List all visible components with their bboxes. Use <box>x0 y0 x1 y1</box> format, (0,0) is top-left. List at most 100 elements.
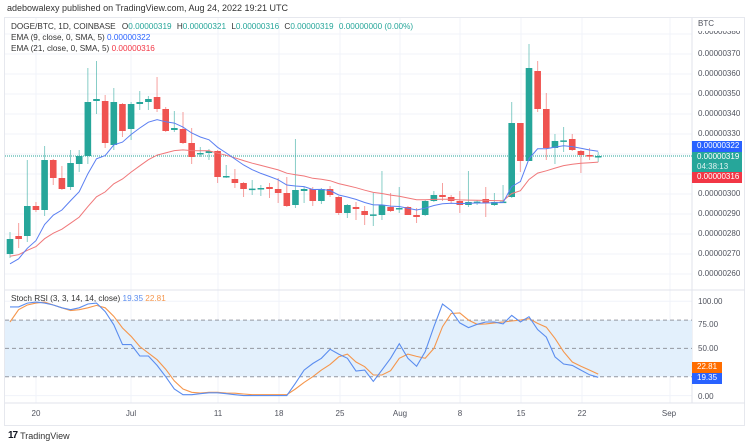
candle <box>75 150 83 172</box>
candle-body <box>378 205 386 215</box>
candle-body <box>67 163 74 187</box>
candle <box>84 68 92 164</box>
price-tick: 0.00000360 <box>698 69 741 78</box>
candle <box>378 171 386 220</box>
candle-body <box>344 205 351 213</box>
candle <box>560 127 567 152</box>
candle <box>49 159 57 185</box>
open-label: O <box>121 22 129 31</box>
close-label: C <box>284 22 291 31</box>
candle-body <box>127 104 135 129</box>
candle <box>153 77 161 112</box>
candle <box>326 186 334 197</box>
candle <box>162 107 169 132</box>
candle <box>395 187 403 213</box>
candle-body <box>387 207 394 211</box>
date-label: 8 <box>457 409 463 418</box>
candle-body <box>75 156 83 164</box>
low-label: L <box>231 22 236 31</box>
grid <box>5 18 693 403</box>
candle-body <box>534 71 541 109</box>
candle-body <box>577 151 585 155</box>
bar-countdown: 04:38:13 <box>697 162 729 171</box>
stoch-label: Stoch RSI (3, 3, 14, 14, close) <box>11 294 121 303</box>
price-tick: 0.00000340 <box>698 109 741 118</box>
candle <box>231 169 239 188</box>
stoch-tick: 100.00 <box>698 297 723 306</box>
brand-name: TradingView <box>20 430 70 441</box>
candle-body <box>24 206 31 236</box>
candle-body <box>171 128 178 130</box>
stoch-k-line <box>10 301 599 397</box>
footer-brand[interactable]: 17 TradingView <box>8 430 70 441</box>
candle-body <box>551 141 559 148</box>
candle <box>24 160 31 242</box>
candle-body <box>6 239 14 254</box>
candle <box>32 202 40 212</box>
candle-body <box>93 99 100 101</box>
candle-body <box>326 189 334 195</box>
candle-body <box>41 160 48 210</box>
candle-body <box>214 151 221 177</box>
candle <box>534 61 541 112</box>
candle-body <box>136 102 144 104</box>
stoch-d-axis-label: 22.81 <box>692 362 722 373</box>
price-tick: 0.00000350 <box>698 89 741 98</box>
stoch-d-line <box>9 301 599 396</box>
candle <box>517 123 524 172</box>
ema9-legend[interactable]: EMA (9, close, 0, SMA, 5) 0.00000322 <box>11 33 150 42</box>
ema9-label: EMA (9, close, 0, SMA, 5) <box>11 33 105 42</box>
ema21-line <box>9 149 599 257</box>
ema21-legend[interactable]: EMA (21, close, 0, SMA, 5) 0.00000316 <box>11 44 155 53</box>
candle-body <box>153 97 161 109</box>
ema21-label: EMA (21, close, 0, SMA, 5) <box>11 44 110 53</box>
symbol-legend[interactable]: DOGE/BTC, 1D, COINBASE O0.00000319 H0.00… <box>11 22 413 31</box>
candle <box>309 187 317 206</box>
open-value: 0.00000319 <box>128 22 172 31</box>
candle-body <box>240 183 247 189</box>
candle-body <box>491 202 498 205</box>
stoch-k-value: 19.35 <box>122 294 144 303</box>
candle-body <box>335 197 342 213</box>
candle-body <box>292 190 299 205</box>
ema9-price-label: 0.00000322 <box>692 141 742 152</box>
low-value: 0.00000316 <box>235 22 280 31</box>
candle <box>6 232 14 258</box>
candle-body <box>517 123 524 161</box>
candle-body <box>283 193 291 206</box>
stoch-d-value: 22.81 <box>145 294 166 303</box>
high-value: 0.00000321 <box>182 22 227 31</box>
candle <box>257 185 265 196</box>
stoch-band-lines <box>5 319 692 378</box>
candle <box>188 128 195 164</box>
candle-body <box>413 215 420 217</box>
candle <box>222 165 230 178</box>
price-tick: 0.00000300 <box>698 189 741 198</box>
ema9-value: 0.00000322 <box>107 33 151 42</box>
candle-body <box>430 195 438 201</box>
candle <box>318 188 325 204</box>
candle <box>430 191 438 202</box>
price-tick: 0.00000280 <box>698 229 741 238</box>
candle-body <box>560 140 567 142</box>
stoch-legend[interactable]: Stoch RSI (3, 3, 14, 14, close) 19.35 22… <box>11 294 166 303</box>
date-label: 11 <box>213 409 223 418</box>
last-price-value: 0.00000319 <box>697 152 740 161</box>
candle-body <box>179 129 187 143</box>
candle <box>58 166 66 190</box>
candle-body <box>101 101 109 143</box>
candle-body <box>456 201 464 205</box>
candle <box>266 183 273 198</box>
candle <box>179 112 187 144</box>
tradingview-logo-icon: 17 <box>8 430 18 441</box>
candle-body <box>188 143 195 157</box>
close-value: 0.00000319 <box>290 22 334 31</box>
candle-body <box>119 104 126 131</box>
date-label: 20 <box>31 409 41 418</box>
candle <box>292 139 299 208</box>
chart-frame <box>4 17 745 426</box>
candle <box>404 206 412 215</box>
candle <box>361 206 368 225</box>
candle-body <box>395 208 403 210</box>
